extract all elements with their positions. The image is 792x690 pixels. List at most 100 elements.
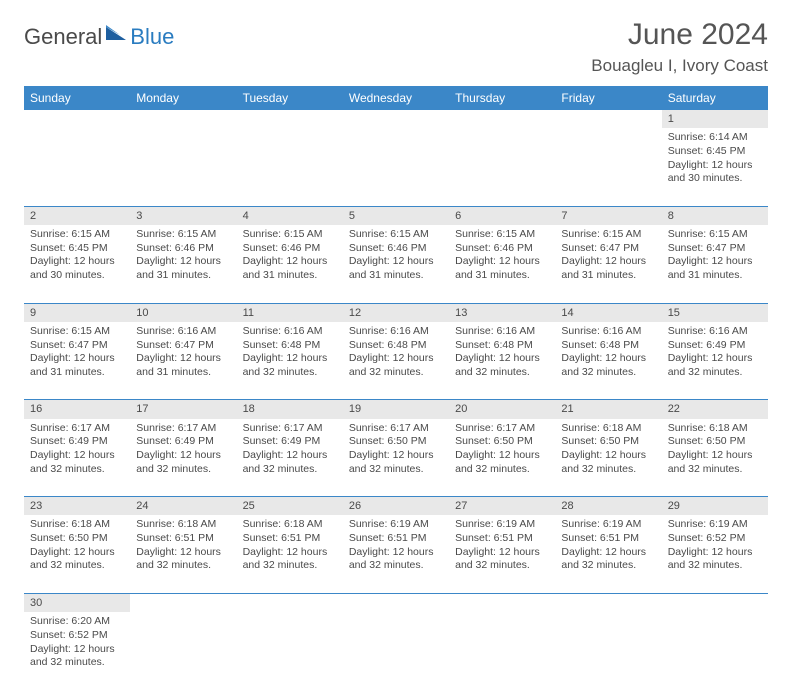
day-number-cell: 4 — [237, 206, 343, 225]
day-number-cell — [237, 593, 343, 612]
daylight-line: Daylight: 12 hours and 32 minutes. — [243, 352, 337, 379]
daylight-line: Daylight: 12 hours and 31 minutes. — [455, 255, 549, 282]
sunrise-line: Sunrise: 6:15 AM — [455, 228, 549, 242]
daylight-line: Daylight: 12 hours and 30 minutes. — [30, 255, 124, 282]
weekday-header: Tuesday — [237, 86, 343, 110]
daylight-line: Daylight: 12 hours and 32 minutes. — [455, 449, 549, 476]
day-detail-cell: Sunrise: 6:17 AMSunset: 6:50 PMDaylight:… — [343, 419, 449, 497]
day-number-cell — [555, 110, 661, 128]
daylight-line: Daylight: 12 hours and 32 minutes. — [561, 546, 655, 573]
sunset-line: Sunset: 6:51 PM — [136, 532, 230, 546]
day-detail-cell — [24, 128, 130, 206]
day-detail-row: Sunrise: 6:18 AMSunset: 6:50 PMDaylight:… — [24, 515, 768, 593]
weekday-header: Wednesday — [343, 86, 449, 110]
day-number-cell: 11 — [237, 303, 343, 322]
day-number-cell: 29 — [662, 497, 768, 516]
daylight-line: Daylight: 12 hours and 32 minutes. — [349, 352, 443, 379]
day-number-cell — [662, 593, 768, 612]
sunset-line: Sunset: 6:51 PM — [561, 532, 655, 546]
day-number-row: 2345678 — [24, 206, 768, 225]
day-number-cell — [343, 593, 449, 612]
day-number-cell — [130, 110, 236, 128]
day-detail-cell: Sunrise: 6:16 AMSunset: 6:48 PMDaylight:… — [555, 322, 661, 400]
day-detail-cell: Sunrise: 6:15 AMSunset: 6:45 PMDaylight:… — [24, 225, 130, 303]
day-number-row: 9101112131415 — [24, 303, 768, 322]
day-detail-cell: Sunrise: 6:19 AMSunset: 6:52 PMDaylight:… — [662, 515, 768, 593]
day-number-cell: 23 — [24, 497, 130, 516]
day-detail-cell: Sunrise: 6:16 AMSunset: 6:48 PMDaylight:… — [237, 322, 343, 400]
title-month: June 2024 — [591, 18, 768, 52]
day-number-row: 16171819202122 — [24, 400, 768, 419]
day-detail-cell: Sunrise: 6:17 AMSunset: 6:50 PMDaylight:… — [449, 419, 555, 497]
sunset-line: Sunset: 6:50 PM — [561, 435, 655, 449]
day-detail-row: Sunrise: 6:17 AMSunset: 6:49 PMDaylight:… — [24, 419, 768, 497]
sunset-line: Sunset: 6:50 PM — [349, 435, 443, 449]
day-detail-cell: Sunrise: 6:17 AMSunset: 6:49 PMDaylight:… — [130, 419, 236, 497]
sunset-line: Sunset: 6:47 PM — [136, 339, 230, 353]
day-detail-cell: Sunrise: 6:16 AMSunset: 6:49 PMDaylight:… — [662, 322, 768, 400]
daylight-line: Daylight: 12 hours and 31 minutes. — [668, 255, 762, 282]
day-detail-cell: Sunrise: 6:18 AMSunset: 6:50 PMDaylight:… — [662, 419, 768, 497]
sunrise-line: Sunrise: 6:18 AM — [561, 422, 655, 436]
sunrise-line: Sunrise: 6:16 AM — [668, 325, 762, 339]
sunrise-line: Sunrise: 6:15 AM — [30, 325, 124, 339]
sunset-line: Sunset: 6:49 PM — [243, 435, 337, 449]
day-detail-cell: Sunrise: 6:15 AMSunset: 6:46 PMDaylight:… — [130, 225, 236, 303]
day-detail-cell: Sunrise: 6:18 AMSunset: 6:51 PMDaylight:… — [237, 515, 343, 593]
day-number-row: 1 — [24, 110, 768, 128]
weekday-header: Sunday — [24, 86, 130, 110]
day-detail-cell: Sunrise: 6:19 AMSunset: 6:51 PMDaylight:… — [449, 515, 555, 593]
sunset-line: Sunset: 6:49 PM — [136, 435, 230, 449]
day-number-cell: 18 — [237, 400, 343, 419]
day-number-row: 23242526272829 — [24, 497, 768, 516]
day-detail-cell: Sunrise: 6:16 AMSunset: 6:48 PMDaylight:… — [343, 322, 449, 400]
day-detail-cell — [555, 128, 661, 206]
logo-flag-icon — [106, 25, 128, 46]
sunset-line: Sunset: 6:47 PM — [30, 339, 124, 353]
daylight-line: Daylight: 12 hours and 32 minutes. — [561, 352, 655, 379]
day-detail-cell — [130, 612, 236, 690]
day-detail-cell: Sunrise: 6:18 AMSunset: 6:50 PMDaylight:… — [555, 419, 661, 497]
daylight-line: Daylight: 12 hours and 32 minutes. — [349, 546, 443, 573]
day-number-cell: 12 — [343, 303, 449, 322]
day-number-cell: 13 — [449, 303, 555, 322]
sunrise-line: Sunrise: 6:15 AM — [136, 228, 230, 242]
sunset-line: Sunset: 6:45 PM — [668, 145, 762, 159]
day-number-cell — [343, 110, 449, 128]
daylight-line: Daylight: 12 hours and 32 minutes. — [30, 546, 124, 573]
daylight-line: Daylight: 12 hours and 31 minutes. — [136, 352, 230, 379]
day-detail-cell: Sunrise: 6:20 AMSunset: 6:52 PMDaylight:… — [24, 612, 130, 690]
sunset-line: Sunset: 6:50 PM — [455, 435, 549, 449]
sunrise-line: Sunrise: 6:18 AM — [243, 518, 337, 532]
day-detail-cell: Sunrise: 6:15 AMSunset: 6:47 PMDaylight:… — [555, 225, 661, 303]
day-number-cell: 19 — [343, 400, 449, 419]
day-number-cell — [130, 593, 236, 612]
day-detail-cell: Sunrise: 6:19 AMSunset: 6:51 PMDaylight:… — [343, 515, 449, 593]
sunset-line: Sunset: 6:49 PM — [668, 339, 762, 353]
day-number-cell — [237, 110, 343, 128]
daylight-line: Daylight: 12 hours and 32 minutes. — [30, 449, 124, 476]
sunset-line: Sunset: 6:52 PM — [668, 532, 762, 546]
day-number-cell: 26 — [343, 497, 449, 516]
calendar-table: SundayMondayTuesdayWednesdayThursdayFrid… — [24, 86, 768, 690]
day-detail-cell — [237, 128, 343, 206]
sunset-line: Sunset: 6:48 PM — [243, 339, 337, 353]
day-number-cell: 3 — [130, 206, 236, 225]
daylight-line: Daylight: 12 hours and 32 minutes. — [561, 449, 655, 476]
day-detail-cell — [449, 612, 555, 690]
sunset-line: Sunset: 6:46 PM — [349, 242, 443, 256]
weekday-header: Monday — [130, 86, 236, 110]
logo-text-accent: Blue — [130, 24, 174, 50]
day-number-cell: 30 — [24, 593, 130, 612]
day-detail-row: Sunrise: 6:20 AMSunset: 6:52 PMDaylight:… — [24, 612, 768, 690]
sunrise-line: Sunrise: 6:16 AM — [455, 325, 549, 339]
logo: General Blue — [24, 18, 174, 50]
day-number-cell: 9 — [24, 303, 130, 322]
sunrise-line: Sunrise: 6:17 AM — [243, 422, 337, 436]
day-detail-cell: Sunrise: 6:15 AMSunset: 6:46 PMDaylight:… — [237, 225, 343, 303]
sunset-line: Sunset: 6:51 PM — [349, 532, 443, 546]
sunset-line: Sunset: 6:52 PM — [30, 629, 124, 643]
day-number-cell: 8 — [662, 206, 768, 225]
day-detail-cell: Sunrise: 6:17 AMSunset: 6:49 PMDaylight:… — [24, 419, 130, 497]
sunrise-line: Sunrise: 6:15 AM — [243, 228, 337, 242]
